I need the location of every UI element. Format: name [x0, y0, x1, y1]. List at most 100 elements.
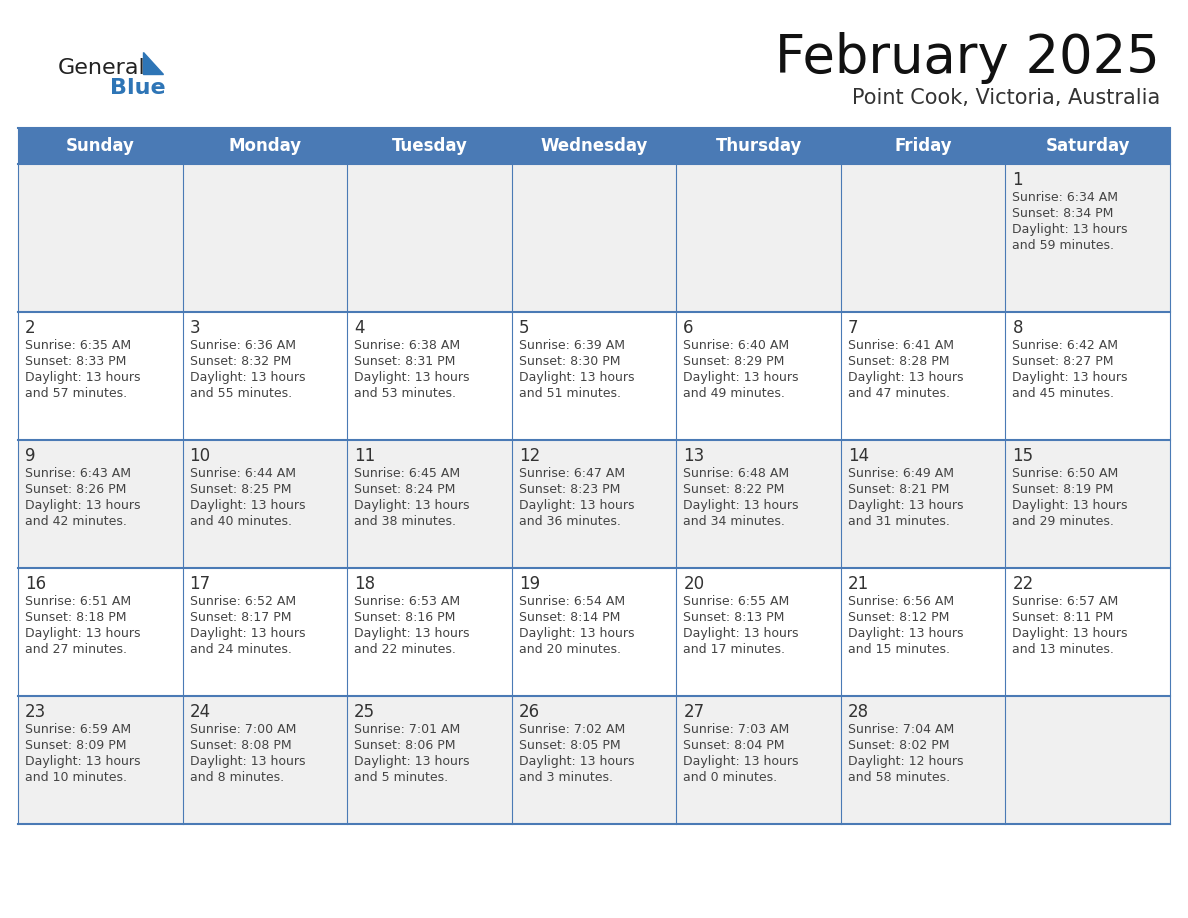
Text: Daylight: 13 hours: Daylight: 13 hours: [190, 755, 305, 768]
Bar: [347, 696, 512, 824]
Text: Sunrise: 6:39 AM: Sunrise: 6:39 AM: [519, 339, 625, 352]
Text: Monday: Monday: [228, 137, 302, 155]
Text: and 8 minutes.: and 8 minutes.: [190, 771, 284, 784]
Text: Saturday: Saturday: [1045, 137, 1130, 155]
Text: Daylight: 13 hours: Daylight: 13 hours: [683, 499, 798, 512]
Text: Sunrise: 6:35 AM: Sunrise: 6:35 AM: [25, 339, 131, 352]
Text: Sunrise: 6:52 AM: Sunrise: 6:52 AM: [190, 595, 296, 608]
Text: Daylight: 13 hours: Daylight: 13 hours: [848, 627, 963, 640]
Bar: [512, 440, 676, 568]
Text: Sunrise: 6:48 AM: Sunrise: 6:48 AM: [683, 467, 789, 480]
Bar: [1005, 164, 1170, 312]
Bar: [183, 696, 347, 824]
Text: Daylight: 13 hours: Daylight: 13 hours: [25, 755, 140, 768]
Text: Sunrise: 6:42 AM: Sunrise: 6:42 AM: [1012, 339, 1118, 352]
Text: and 20 minutes.: and 20 minutes.: [519, 643, 620, 656]
Text: Sunset: 8:21 PM: Sunset: 8:21 PM: [848, 483, 949, 496]
Text: Sunset: 8:04 PM: Sunset: 8:04 PM: [683, 739, 785, 752]
Text: Sunrise: 6:40 AM: Sunrise: 6:40 AM: [683, 339, 789, 352]
Text: Sunrise: 6:57 AM: Sunrise: 6:57 AM: [1012, 595, 1119, 608]
Text: and 27 minutes.: and 27 minutes.: [25, 643, 127, 656]
Text: Tuesday: Tuesday: [392, 137, 467, 155]
Text: Sunset: 8:08 PM: Sunset: 8:08 PM: [190, 739, 291, 752]
Text: and 53 minutes.: and 53 minutes.: [354, 387, 456, 400]
Text: Sunrise: 7:01 AM: Sunrise: 7:01 AM: [354, 723, 461, 736]
Text: 15: 15: [1012, 447, 1034, 465]
Text: 27: 27: [683, 703, 704, 721]
Text: Daylight: 13 hours: Daylight: 13 hours: [683, 627, 798, 640]
Bar: [676, 164, 841, 312]
Text: Sunset: 8:31 PM: Sunset: 8:31 PM: [354, 355, 455, 368]
Text: 3: 3: [190, 319, 201, 337]
Text: and 22 minutes.: and 22 minutes.: [354, 643, 456, 656]
Text: Sunrise: 7:03 AM: Sunrise: 7:03 AM: [683, 723, 790, 736]
Text: Sunrise: 6:56 AM: Sunrise: 6:56 AM: [848, 595, 954, 608]
Text: and 57 minutes.: and 57 minutes.: [25, 387, 127, 400]
Text: General: General: [58, 58, 146, 78]
Text: Daylight: 13 hours: Daylight: 13 hours: [1012, 223, 1127, 236]
Text: Daylight: 13 hours: Daylight: 13 hours: [1012, 371, 1127, 384]
Text: Daylight: 13 hours: Daylight: 13 hours: [354, 755, 469, 768]
Text: 4: 4: [354, 319, 365, 337]
Text: Sunset: 8:25 PM: Sunset: 8:25 PM: [190, 483, 291, 496]
Text: Daylight: 13 hours: Daylight: 13 hours: [519, 755, 634, 768]
Text: Daylight: 13 hours: Daylight: 13 hours: [190, 499, 305, 512]
Text: 10: 10: [190, 447, 210, 465]
Text: and 10 minutes.: and 10 minutes.: [25, 771, 127, 784]
Text: Daylight: 13 hours: Daylight: 13 hours: [519, 627, 634, 640]
Text: Daylight: 13 hours: Daylight: 13 hours: [25, 627, 140, 640]
Bar: [347, 568, 512, 696]
Text: Sunset: 8:32 PM: Sunset: 8:32 PM: [190, 355, 291, 368]
Bar: [676, 440, 841, 568]
Text: and 0 minutes.: and 0 minutes.: [683, 771, 777, 784]
Text: Friday: Friday: [895, 137, 952, 155]
Bar: [1005, 312, 1170, 440]
Text: 21: 21: [848, 575, 870, 593]
Text: 19: 19: [519, 575, 539, 593]
Bar: [676, 312, 841, 440]
Bar: [18, 164, 183, 312]
Text: Daylight: 13 hours: Daylight: 13 hours: [519, 499, 634, 512]
Text: and 29 minutes.: and 29 minutes.: [1012, 515, 1114, 528]
Text: Sunrise: 6:41 AM: Sunrise: 6:41 AM: [848, 339, 954, 352]
Text: Sunrise: 6:54 AM: Sunrise: 6:54 AM: [519, 595, 625, 608]
Text: and 51 minutes.: and 51 minutes.: [519, 387, 620, 400]
Text: and 34 minutes.: and 34 minutes.: [683, 515, 785, 528]
Text: 13: 13: [683, 447, 704, 465]
Bar: [18, 128, 1170, 164]
Text: Sunset: 8:14 PM: Sunset: 8:14 PM: [519, 611, 620, 624]
Text: and 24 minutes.: and 24 minutes.: [190, 643, 291, 656]
Text: 17: 17: [190, 575, 210, 593]
Bar: [183, 568, 347, 696]
Text: Sunset: 8:29 PM: Sunset: 8:29 PM: [683, 355, 784, 368]
Bar: [18, 696, 183, 824]
Text: Sunrise: 7:04 AM: Sunrise: 7:04 AM: [848, 723, 954, 736]
Bar: [512, 164, 676, 312]
Text: Sunday: Sunday: [65, 137, 134, 155]
Text: Sunrise: 7:02 AM: Sunrise: 7:02 AM: [519, 723, 625, 736]
Text: Sunset: 8:13 PM: Sunset: 8:13 PM: [683, 611, 784, 624]
Text: Sunrise: 6:53 AM: Sunrise: 6:53 AM: [354, 595, 460, 608]
Text: Sunset: 8:30 PM: Sunset: 8:30 PM: [519, 355, 620, 368]
Text: 20: 20: [683, 575, 704, 593]
Text: and 31 minutes.: and 31 minutes.: [848, 515, 949, 528]
Text: 7: 7: [848, 319, 859, 337]
Bar: [841, 164, 1005, 312]
Text: Sunset: 8:09 PM: Sunset: 8:09 PM: [25, 739, 126, 752]
Text: Daylight: 12 hours: Daylight: 12 hours: [848, 755, 963, 768]
Text: 2: 2: [25, 319, 36, 337]
Text: 11: 11: [354, 447, 375, 465]
Text: Sunrise: 6:59 AM: Sunrise: 6:59 AM: [25, 723, 131, 736]
Text: Sunset: 8:11 PM: Sunset: 8:11 PM: [1012, 611, 1114, 624]
Text: and 3 minutes.: and 3 minutes.: [519, 771, 613, 784]
Text: Sunrise: 7:00 AM: Sunrise: 7:00 AM: [190, 723, 296, 736]
Bar: [512, 312, 676, 440]
Text: 12: 12: [519, 447, 541, 465]
Text: Thursday: Thursday: [715, 137, 802, 155]
Text: Point Cook, Victoria, Australia: Point Cook, Victoria, Australia: [852, 88, 1159, 108]
Text: and 58 minutes.: and 58 minutes.: [848, 771, 950, 784]
Text: 8: 8: [1012, 319, 1023, 337]
Text: 6: 6: [683, 319, 694, 337]
Text: 5: 5: [519, 319, 529, 337]
Bar: [676, 696, 841, 824]
